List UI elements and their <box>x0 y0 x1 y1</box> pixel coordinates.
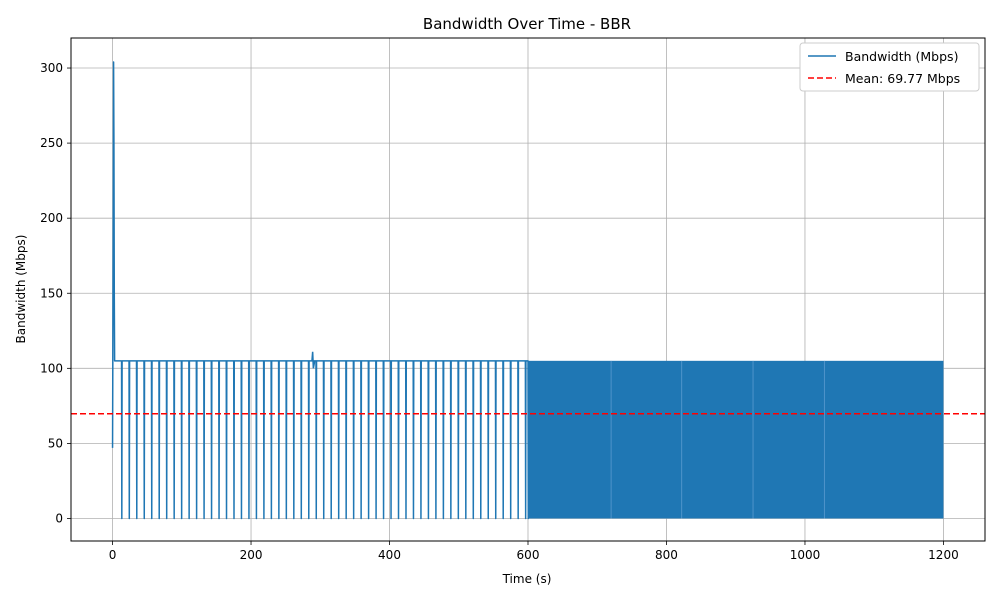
y-tick-label: 100 <box>40 361 63 375</box>
legend-box <box>799 42 980 92</box>
bandwidth-series-dense-region <box>528 360 944 519</box>
y-tick-label: 0 <box>55 511 63 525</box>
y-tick-label: 150 <box>40 286 63 300</box>
x-tick-label: 600 <box>517 548 540 562</box>
x-tick-label: 400 <box>378 548 401 562</box>
chart-title: Bandwidth Over Time - BBR <box>423 15 631 33</box>
bandwidth-series-line <box>111 61 530 520</box>
x-tick-label: 1200 <box>928 548 959 562</box>
legend-label-bandwidth: Bandwidth (Mbps) <box>845 49 958 64</box>
y-tick-label: 50 <box>48 436 63 450</box>
x-tick-label: 200 <box>240 548 263 562</box>
bandwidth-series-bump <box>311 351 316 369</box>
plot-area <box>71 61 985 520</box>
y-tick-label: 250 <box>40 136 63 150</box>
x-axis-ticks: 0 200 400 600 800 1000 1200 <box>109 541 959 562</box>
y-axis-ticks: 0 50 100 150 200 250 300 <box>40 61 71 525</box>
x-tick-label: 800 <box>655 548 678 562</box>
x-tick-label: 1000 <box>790 548 821 562</box>
x-tick-label: 0 <box>109 548 117 562</box>
legend-label-mean: Mean: 69.77 Mbps <box>845 71 960 86</box>
x-axis-label: Time (s) <box>502 572 552 586</box>
y-axis-label: Bandwidth (Mbps) <box>14 235 28 344</box>
legend: Bandwidth (Mbps) Mean: 69.77 Mbps <box>799 42 980 92</box>
y-tick-label: 200 <box>40 211 63 225</box>
y-tick-label: 300 <box>40 61 63 75</box>
